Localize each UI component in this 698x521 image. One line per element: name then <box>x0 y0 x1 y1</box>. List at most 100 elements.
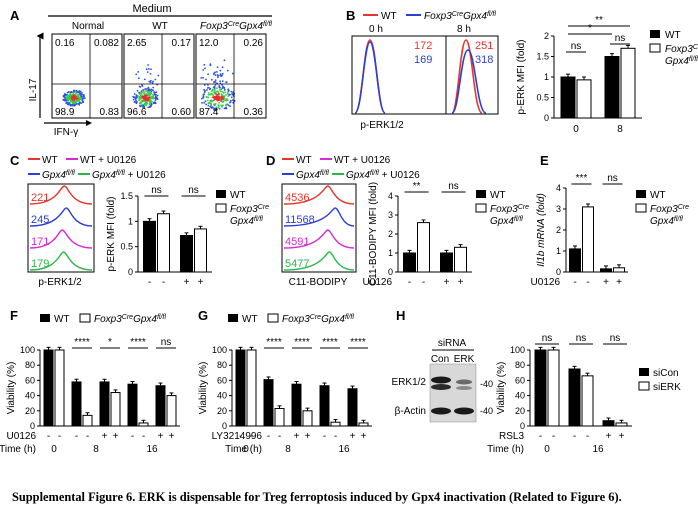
h-blot-label-erk: ERK1/2 <box>392 377 427 388</box>
a-dot <box>148 96 151 99</box>
d-hists-curve-2 <box>283 229 355 249</box>
a-dot <box>148 103 151 106</box>
a-dot <box>151 97 154 100</box>
D-bar-0-1 <box>440 252 453 273</box>
a-dot <box>230 96 233 99</box>
G-sig-label: **** <box>322 337 338 348</box>
a-dot <box>221 91 224 93</box>
H-bar-1-0 <box>547 349 560 427</box>
a-dot <box>217 74 220 77</box>
C-bar-0-0 <box>143 220 156 273</box>
F-time-value: 0 <box>51 444 57 455</box>
a-dot <box>226 69 229 72</box>
f-legend-wt-swatch <box>40 314 50 322</box>
a-dot <box>144 102 147 105</box>
h-band-erk-si-1 <box>456 379 472 385</box>
a-dot <box>223 86 226 89</box>
e-bar-legend-gpx4-swatch <box>635 203 647 213</box>
b-mfi-8h-wt: 251 <box>475 40 493 52</box>
H-treat-mark: - <box>586 431 589 442</box>
a-dot <box>133 93 136 95</box>
a-dot <box>151 101 153 103</box>
g-legend-wt: WT <box>242 314 258 325</box>
a-dot <box>72 104 74 107</box>
a-dot <box>210 106 213 109</box>
a-dot <box>148 68 150 70</box>
G-bar-1-1 <box>274 408 285 427</box>
a-dot <box>219 73 222 76</box>
a-dot <box>210 78 213 81</box>
panel-letter-g: G <box>198 308 208 323</box>
panel-a-xlabel: IFN-γ <box>54 127 78 138</box>
B-bar-1-1 <box>620 47 636 119</box>
panel-a-title-gpx4: Foxp3CreGpx4fl/fl <box>200 21 272 33</box>
a-dot <box>210 99 213 102</box>
G-sig-label: **** <box>294 337 310 348</box>
b-xgroup-8: 8 <box>617 124 623 135</box>
a-dot <box>228 93 231 96</box>
D-y-tick-label: 3 <box>388 210 393 220</box>
a-dot <box>138 98 141 100</box>
G-bar-0-3 <box>319 385 330 427</box>
G-treat-mark: - <box>278 431 281 442</box>
a-dot <box>74 91 77 93</box>
G-ylabel: Viability (%) <box>198 362 209 415</box>
a-dot <box>139 95 142 97</box>
F-ylabel: Viability (%) <box>6 362 17 415</box>
b-bar-legend-gpx4: Foxp3Cre <box>665 44 698 56</box>
F-sig-label: ns <box>161 337 172 348</box>
h-bar-legend-sierk-swatch <box>638 381 650 391</box>
c-hist-frame <box>27 183 95 273</box>
c-hists-curve-1 <box>29 207 93 227</box>
a-dot <box>76 99 79 102</box>
G-bar-1-0 <box>246 349 257 427</box>
G-y-tick-label: 60 <box>217 375 227 385</box>
a-dot <box>213 72 216 74</box>
D-treat-label: U0126 <box>363 277 393 288</box>
a-dot <box>221 72 224 75</box>
a-dot <box>226 93 229 95</box>
a-quad-tl: 12.0 <box>199 38 219 49</box>
a-dot <box>73 99 76 102</box>
a-dot <box>146 94 149 97</box>
F-treat-mark: - <box>86 431 89 442</box>
F-treat-mark: - <box>47 431 50 442</box>
h-blot-label-actin: β-Actin <box>395 406 426 417</box>
a-dot <box>205 95 208 98</box>
g-legend-gpx4-swatch <box>267 313 279 323</box>
F-treat-mark: + <box>113 431 119 442</box>
a-dot <box>223 107 226 110</box>
a-plot-0: 0.16 0.082 98.9 0.83 <box>51 33 123 119</box>
a-dot <box>218 107 221 110</box>
a-dot <box>220 95 223 98</box>
c-histograms: 221 245 171 179 <box>29 185 93 271</box>
F-time-value: 8 <box>93 444 99 455</box>
a-dot <box>216 90 219 93</box>
F-treat-mark: - <box>75 431 78 442</box>
a-dot <box>207 96 210 99</box>
C-bar-0-1 <box>180 235 193 273</box>
a-dot <box>74 93 77 96</box>
a-dot <box>64 96 66 99</box>
a-dot <box>133 101 136 103</box>
d-hist-frame <box>281 183 357 273</box>
a-dot <box>150 103 153 105</box>
a-quad-bl: 96.6 <box>127 107 147 118</box>
f-legend-gpx4-swatch <box>79 313 91 323</box>
h-bar-legend-sicon-swatch <box>639 368 649 376</box>
a-dot <box>220 93 223 95</box>
a-dot <box>207 73 210 76</box>
a-dot <box>221 66 224 69</box>
chart-d: 0 1 2 3 4 C11-BODIPY MFI (fold) ** ns U0126 - - + + <box>363 181 472 288</box>
e-bar-legend-wt: WT <box>650 190 666 201</box>
a-dot <box>141 103 144 106</box>
a-dot <box>209 93 212 96</box>
a-quad-tl: 0.16 <box>55 38 75 49</box>
a-dot <box>208 88 211 91</box>
a-dot <box>203 89 206 91</box>
a-plot-frame <box>51 33 123 119</box>
F-y-tick-label: 60 <box>25 375 35 385</box>
b-hist-title-8h: 8 h <box>457 24 471 35</box>
a-dot <box>223 59 226 62</box>
H-bar-1-1 <box>581 375 594 427</box>
